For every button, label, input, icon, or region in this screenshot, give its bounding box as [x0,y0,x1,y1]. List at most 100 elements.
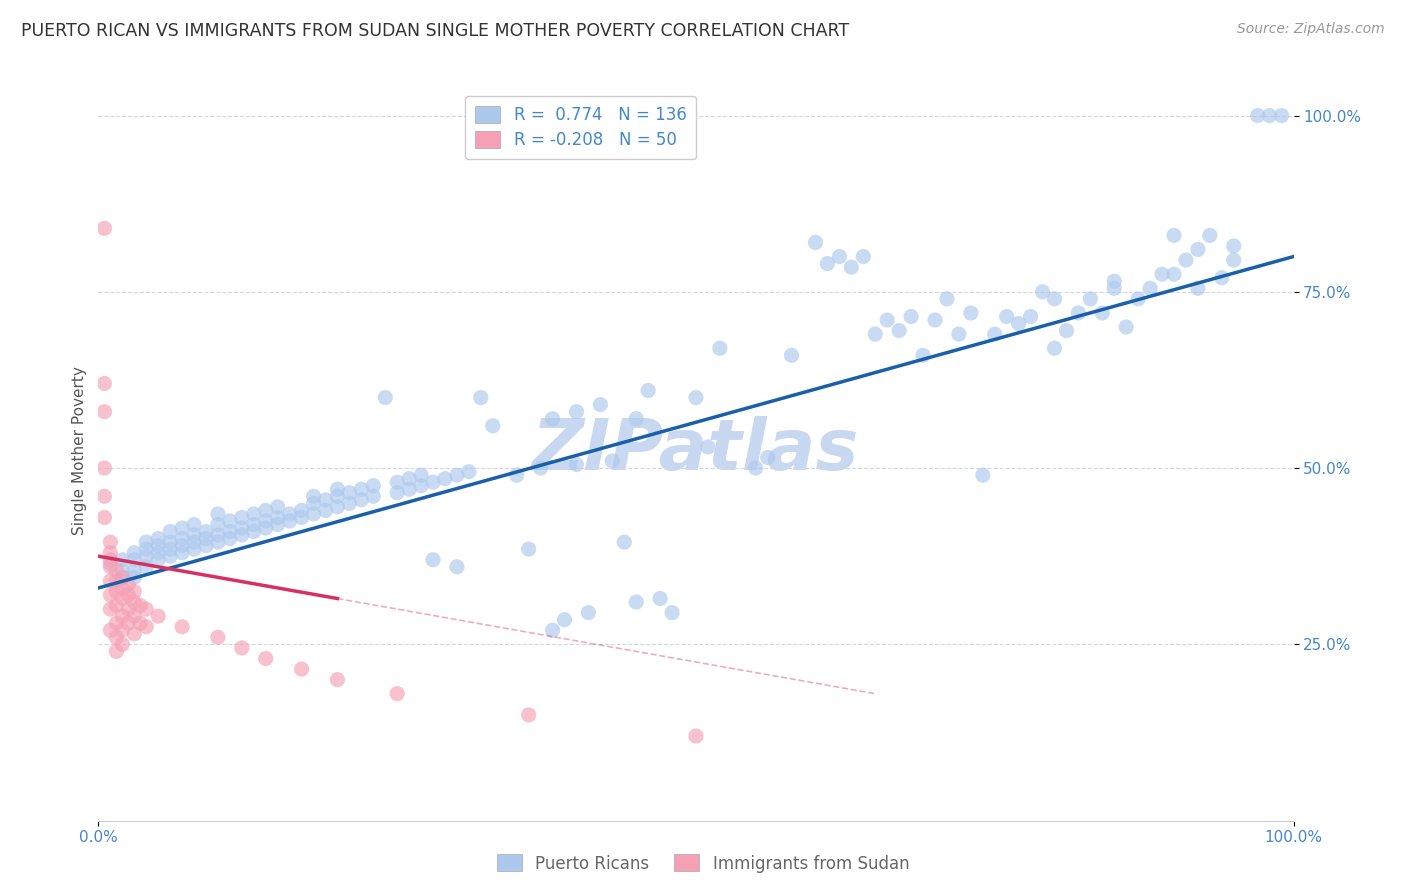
Point [326,673,349,687]
Point [124,553,146,567]
Point [1128,292,1150,306]
Point [98,574,122,588]
Point [411,468,433,483]
Point [1258,109,1281,123]
Point [578,606,600,620]
Point [385,485,409,500]
Point [135,602,157,616]
Point [172,546,194,560]
Point [697,440,720,454]
Text: Source: ZipAtlas.com: Source: ZipAtlas.com [1237,22,1385,37]
Point [172,521,194,535]
Point [554,613,576,627]
Point [159,542,181,557]
Point [1152,267,1174,281]
Point [195,524,218,539]
Point [124,584,146,599]
Point [339,485,361,500]
Point [1043,292,1066,306]
Point [172,532,194,546]
Point [541,624,564,638]
Point [1199,228,1222,243]
Point [422,553,444,567]
Point [135,559,157,574]
Point [685,391,707,405]
Point [183,517,205,532]
Point [756,450,779,465]
Point [291,662,314,676]
Point [111,609,134,624]
Point [195,532,218,546]
Point [1223,239,1246,253]
Point [135,620,157,634]
Point [93,461,115,475]
Point [207,507,229,521]
Point [93,489,115,503]
Point [481,418,505,433]
Point [852,250,875,264]
Point [129,599,152,613]
Point [398,472,420,486]
Point [900,310,922,324]
Point [350,482,373,496]
Point [111,570,134,584]
Point [911,348,934,362]
Point [148,532,170,546]
Point [195,539,218,553]
Point [517,542,540,557]
Point [1139,281,1161,295]
Legend: R =  0.774   N = 136, R = -0.208   N = 50: R = 0.774 N = 136, R = -0.208 N = 50 [465,96,696,159]
Point [105,644,128,658]
Point [815,257,838,271]
Y-axis label: Single Mother Poverty: Single Mother Poverty [72,366,87,535]
Point [363,489,385,503]
Point [326,489,349,503]
Point [111,624,134,638]
Point [98,553,122,567]
Point [172,620,194,634]
Point [219,532,242,546]
Point [243,517,266,532]
Point [219,514,242,528]
Point [458,465,481,479]
Point [98,535,122,549]
Point [1115,320,1137,334]
Point [98,602,122,616]
Point [530,461,553,475]
Point [780,348,803,362]
Point [129,616,152,631]
Point [828,250,851,264]
Point [648,591,672,606]
Point [124,595,146,609]
Point [183,535,205,549]
Point [709,341,731,355]
Point [960,306,983,320]
Point [602,454,624,468]
Point [93,376,115,391]
Point [626,595,648,609]
Point [541,411,564,425]
Point [124,563,146,577]
Point [117,602,139,616]
Point [506,468,529,483]
Point [117,588,139,602]
Point [148,539,170,553]
Point [589,398,612,412]
Point [93,405,115,419]
Point [984,327,1007,342]
Point [278,507,301,521]
Point [1043,341,1066,355]
Point [117,577,139,591]
Point [159,549,181,564]
Point [1271,109,1294,123]
Point [135,542,157,557]
Point [1067,306,1090,320]
Point [148,609,170,624]
Point [105,599,128,613]
Point [1223,253,1246,268]
Point [207,630,229,644]
Text: ZIPatlas: ZIPatlas [533,416,859,485]
Point [93,510,115,524]
Point [254,521,277,535]
Point [291,510,314,524]
